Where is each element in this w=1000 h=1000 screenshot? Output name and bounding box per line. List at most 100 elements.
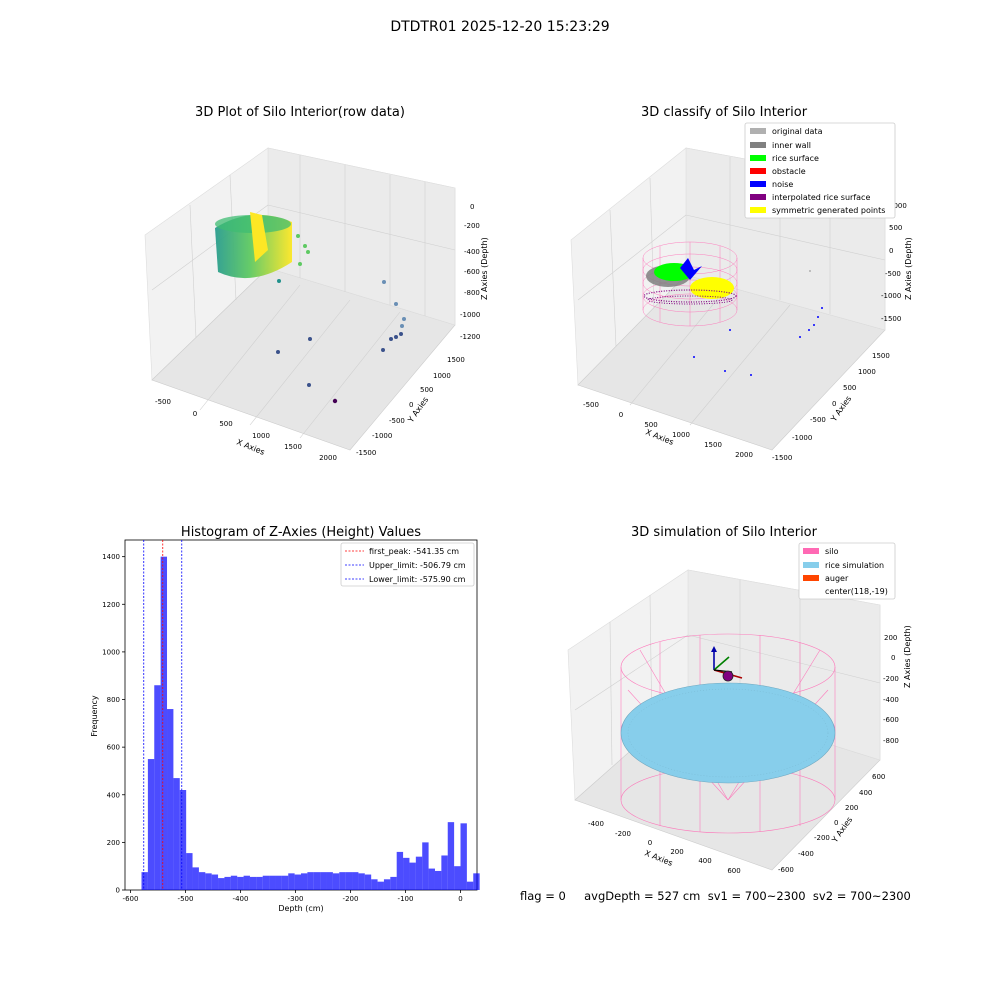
histogram-bar [147,759,155,890]
classify-xtick: 1500 [704,441,722,449]
panel-classify-title: 3D classify of Silo Interior [641,105,808,120]
classify-xlabel: X Axies [644,428,675,447]
legend-label: auger [825,574,849,583]
histogram-bar [358,873,365,890]
histogram-bar [294,874,301,890]
histogram-title: Histogram of Z-Axies (Height) Values [181,525,421,540]
histogram-bar [154,685,161,890]
sim-ztick: 200 [884,634,897,642]
histogram-ytick-label: 0 [116,887,120,895]
histogram-bar [383,879,391,890]
raw-outlier-points [276,234,406,404]
histogram-bar [288,873,295,890]
classify-ztick: 500 [889,224,902,232]
histogram-bar [186,853,193,890]
raw-zlabel: Z Axies (Depth) [480,237,489,300]
classify-ylabel: Y Axies [829,394,854,424]
raw-xtick: 2000 [319,454,337,462]
histogram-bar [141,872,148,890]
raw-ytick: 1000 [433,372,451,380]
classify-legend: original data inner wall rice surface ob… [744,122,896,219]
classify-x-ticks: -500 0 500 1000 1500 2000 [583,401,753,459]
legend-label: original data [772,127,823,136]
classify-ytick: 0 [832,400,836,408]
footer-status-text: flag = 0 avgDepth = 527 cm sv1 = 700~230… [520,889,911,903]
classify-legend-box [744,122,896,219]
raw-ztick: -200 [464,222,480,230]
classify-ytick: 1500 [872,352,890,360]
histogram-bar [447,822,455,890]
histogram-xtick-label: -100 [398,895,414,903]
panel-raw-title: 3D Plot of Silo Interior(row data) [195,105,405,120]
legend-swatch-symmetric [750,207,766,213]
histogram-vlines [143,540,183,890]
histogram-xtick-label: -300 [288,895,304,903]
raw-ztick: -400 [464,248,480,256]
sim-xtick: 0 [648,839,652,847]
histogram-xtick-label: -600 [123,895,139,903]
classify-ztick: -1500 [881,315,901,323]
histogram-bar [160,556,168,890]
raw-xtick: 0 [193,410,197,418]
raw-xlabel: X Axies [235,438,266,457]
panel-classify: 3D classify of Silo Interior [570,105,913,462]
histogram-bars [141,556,480,890]
legend-swatch-obstacle [750,168,766,174]
classify-xtick: -500 [583,401,599,409]
sim-legend: silo rice simulation auger center(118,-1… [798,542,896,600]
histogram-bar [364,874,372,890]
legend-label: noise [772,180,793,189]
panel-simulation: 3D simulation of Silo Interior [567,525,912,875]
classify-ytick: -1000 [792,434,812,442]
histogram-bar [332,873,340,890]
classify-ytick: -500 [810,416,826,424]
histogram-ylabel: Frequency [90,695,99,737]
histogram-legend-box [340,542,475,587]
histogram-xtick-label: -400 [233,895,249,903]
legend-label: inner wall [772,141,811,150]
raw-ytick: -500 [389,417,405,425]
histogram-bar [275,875,282,890]
sim-ztick: -200 [883,675,899,683]
legend-label: Lower_limit: -575.90 cm [369,575,466,584]
histogram-bar [473,873,480,890]
histogram-bar [218,878,225,890]
histogram-bar [205,873,212,890]
histogram-xtick-label: 0 [458,895,462,903]
raw-ztick: -800 [464,289,480,297]
histogram-bar [326,872,333,890]
histogram-bar [352,872,359,890]
histogram-ytick-label: 1200 [102,601,120,609]
figure-suptitle: DTDTR01 2025-12-20 15:23:29 [390,19,609,35]
histogram-bar [301,873,308,890]
raw-ztick: -1000 [460,311,480,319]
histogram-ytick-label: 800 [107,696,120,704]
histogram-bar [237,876,244,890]
raw-x-ticks: -500 0 500 1000 1500 2000 [155,398,337,462]
raw-ytick: -1000 [372,432,392,440]
classify-ytick: -1500 [772,454,792,462]
sim-xtick: 400 [698,857,711,865]
raw-ylabel: Y Axies [406,395,431,425]
sim-y-ticks: 600 400 200 0 -200 -400 -600 [778,773,885,874]
histogram-bar [403,857,410,890]
histogram-bar [179,790,187,890]
histogram-bar [307,872,314,890]
histogram-ytick-label: 600 [107,744,120,752]
histogram-bar [377,881,384,890]
legend-swatch-inner-wall [750,142,766,148]
histogram-bar [167,709,174,890]
classify-xtick: 500 [644,421,657,429]
classify-ztick: 0 [889,247,893,255]
legend-label: rice simulation [825,561,884,570]
sim-xtick: 200 [670,848,683,856]
raw-ytick: 1500 [447,356,465,364]
legend-swatch-noise [750,181,766,187]
histogram-bar [256,876,263,890]
classify-point-classes [643,258,823,376]
raw-xtick: 1000 [252,432,270,440]
raw-ztick: -1200 [460,333,480,341]
sim-center-point [722,670,734,682]
histogram-bar [428,868,435,890]
histogram-bar [390,876,397,890]
